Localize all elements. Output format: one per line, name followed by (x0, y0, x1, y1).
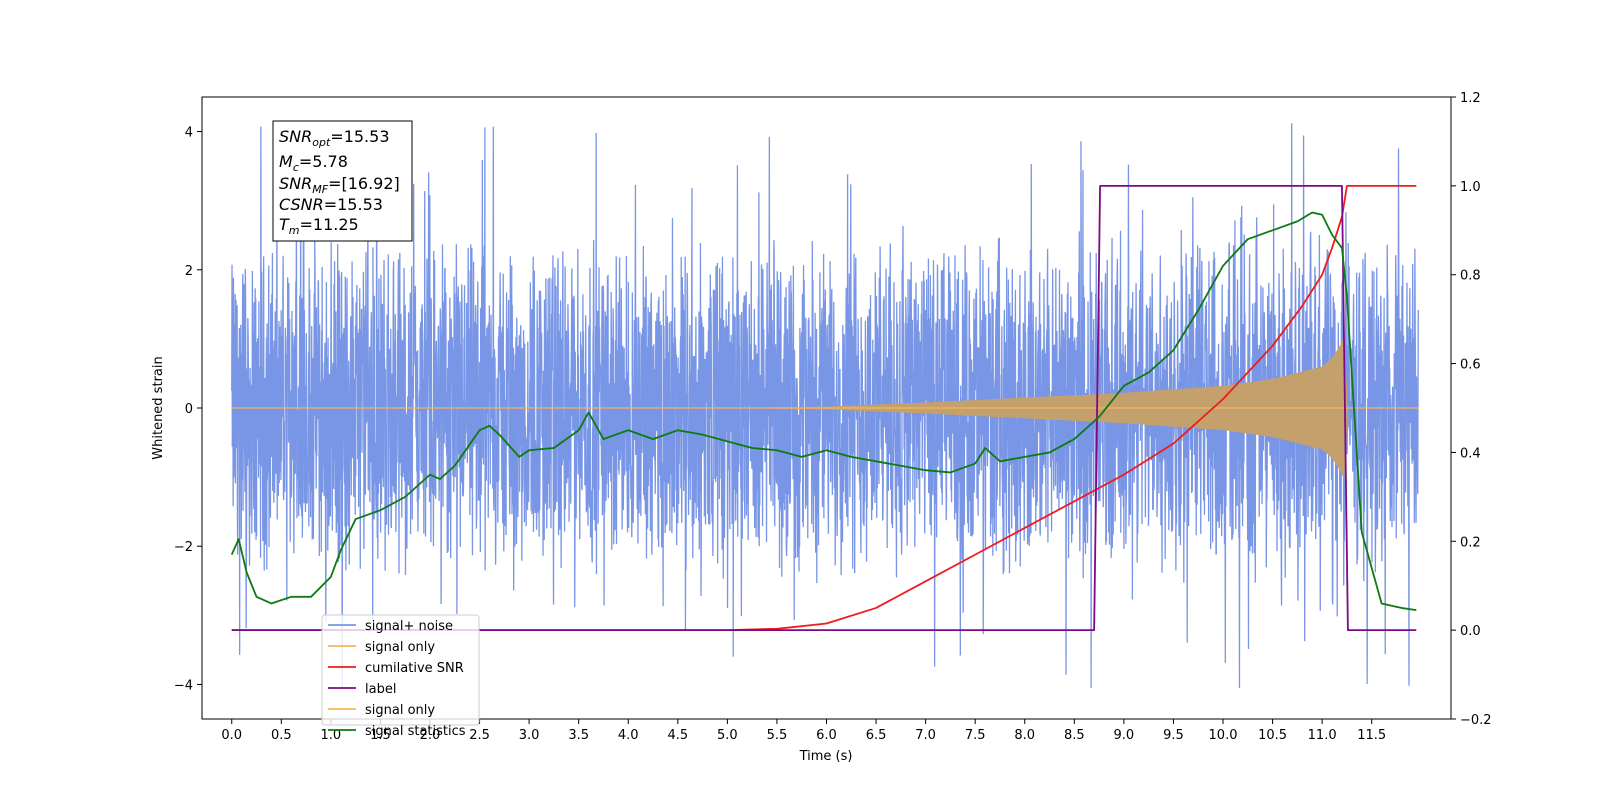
stats-snr-opt-symbol: SNR (279, 127, 312, 146)
x-tick-label: 10.5 (1258, 728, 1287, 743)
stats-snr-opt-subscript: opt (312, 136, 331, 149)
x-tick-label: 1.5 (370, 728, 391, 743)
label-series (231, 184, 1417, 632)
legend-frame (321, 614, 480, 726)
x-tick-label: 8.0 (1014, 728, 1035, 743)
x-tick-label: 2.5 (469, 728, 490, 743)
left-y-tick-label: 2 (185, 264, 193, 279)
legend-label: signal statistics (365, 724, 466, 739)
plot-clip-group (230, 123, 1419, 688)
legend-label: signal only (365, 640, 435, 655)
left-y-axis: 4 2 0 −2 −4 (174, 126, 202, 693)
right-y-axis: 1.2 1.0 0.8 0.6 0.4 0.2 0.0 −0.2 (1451, 91, 1492, 728)
left-y-tick-label: 4 (185, 126, 193, 141)
stats-box-frame (272, 120, 413, 242)
x-tick-label: 10.0 (1209, 728, 1238, 743)
stats-csnr: CSNR=15.53 (279, 195, 383, 214)
left-y-tick-label: −4 (174, 678, 193, 693)
stats-mc-subscript: c (293, 161, 299, 174)
right-y-tick-label: 0.8 (1460, 269, 1481, 284)
x-tick-label: 6.0 (816, 728, 837, 743)
legend-label: signal only (365, 703, 435, 718)
stats-tm-value: =11.25 (300, 215, 359, 234)
signal-statistics-series (230, 211, 1417, 612)
x-tick-label: 0.0 (221, 728, 242, 743)
stats-snr-mf-subscript: MF (312, 183, 328, 196)
right-y-tick-label: 0.6 (1460, 358, 1481, 373)
stats-csnr-symbol: CSNR (279, 195, 324, 214)
x-tick-label: 5.5 (767, 728, 788, 743)
x-tick-label: 7.5 (965, 728, 986, 743)
legend-label: label (365, 682, 396, 697)
x-tick-label: 11.5 (1357, 728, 1386, 743)
x-tick-label: 5.0 (717, 728, 738, 743)
right-y-tick-label: −0.2 (1460, 713, 1492, 728)
stats-tm-subscript: m (289, 224, 300, 237)
stats-mc: Mc=5.78 (279, 152, 348, 174)
x-tick-label: 1.0 (321, 728, 342, 743)
stats-box: SNRopt=15.53 Mc=5.78 SNRMF=[16.92] CSNR=… (272, 120, 413, 242)
stats-snr-mf-symbol: SNR (279, 174, 312, 193)
stats-snr-opt-value: =15.53 (330, 127, 389, 146)
left-y-tick-label: −2 (174, 540, 193, 555)
x-tick-label: 4.0 (618, 728, 639, 743)
x-tick-label: 11.0 (1308, 728, 1337, 743)
x-tick-label: 9.0 (1114, 728, 1135, 743)
x-tick-label: 2.0 (420, 728, 441, 743)
x-axis: 0.0 0.5 1.0 1.5 2.0 2.5 3.0 3.5 4.0 4.5 5.0 5.5 6.0 6… (221, 719, 1386, 743)
legend-label: cumilative SNR (365, 661, 464, 676)
x-tick-label: 3.5 (568, 728, 589, 743)
left-y-tick-label: 0 (185, 402, 193, 417)
cumulative-snr-series (231, 184, 1417, 632)
stats-snr-mf-value: =[16.92] (328, 174, 400, 193)
stats-mc-symbol: M (279, 152, 293, 171)
x-tick-label: 6.5 (866, 728, 887, 743)
plot-area (230, 123, 1419, 688)
stats-mc-value: =5.78 (299, 152, 348, 171)
right-y-tick-label: 0.4 (1460, 446, 1481, 461)
right-y-tick-label: 0.0 (1460, 624, 1481, 639)
x-tick-label: 8.5 (1064, 728, 1085, 743)
x-tick-label: 4.5 (667, 728, 688, 743)
x-tick-label: 3.0 (519, 728, 540, 743)
stats-snr-opt: SNRopt=15.53 (279, 127, 390, 149)
stats-tm: Tm=11.25 (279, 215, 359, 237)
stats-snr-mf: SNRMF=[16.92] (279, 174, 400, 196)
stats-tm-symbol: T (279, 215, 290, 234)
right-y-tick-label: 1.0 (1460, 180, 1481, 195)
x-tick-label: 7.0 (915, 728, 936, 743)
stats-csnr-value: =15.53 (324, 195, 383, 214)
right-y-tick-label: 1.2 (1460, 91, 1481, 106)
x-axis-label: Time (s) (799, 749, 853, 764)
legend-label: signal+ noise (365, 619, 453, 634)
right-y-tick-label: 0.2 (1460, 535, 1481, 550)
x-tick-label: 0.5 (271, 728, 292, 743)
y-axis-label: Whitened strain (151, 356, 166, 459)
x-tick-label: 9.5 (1163, 728, 1184, 743)
legend: signal+ noise signal only cumilative SNR la… (321, 614, 480, 739)
